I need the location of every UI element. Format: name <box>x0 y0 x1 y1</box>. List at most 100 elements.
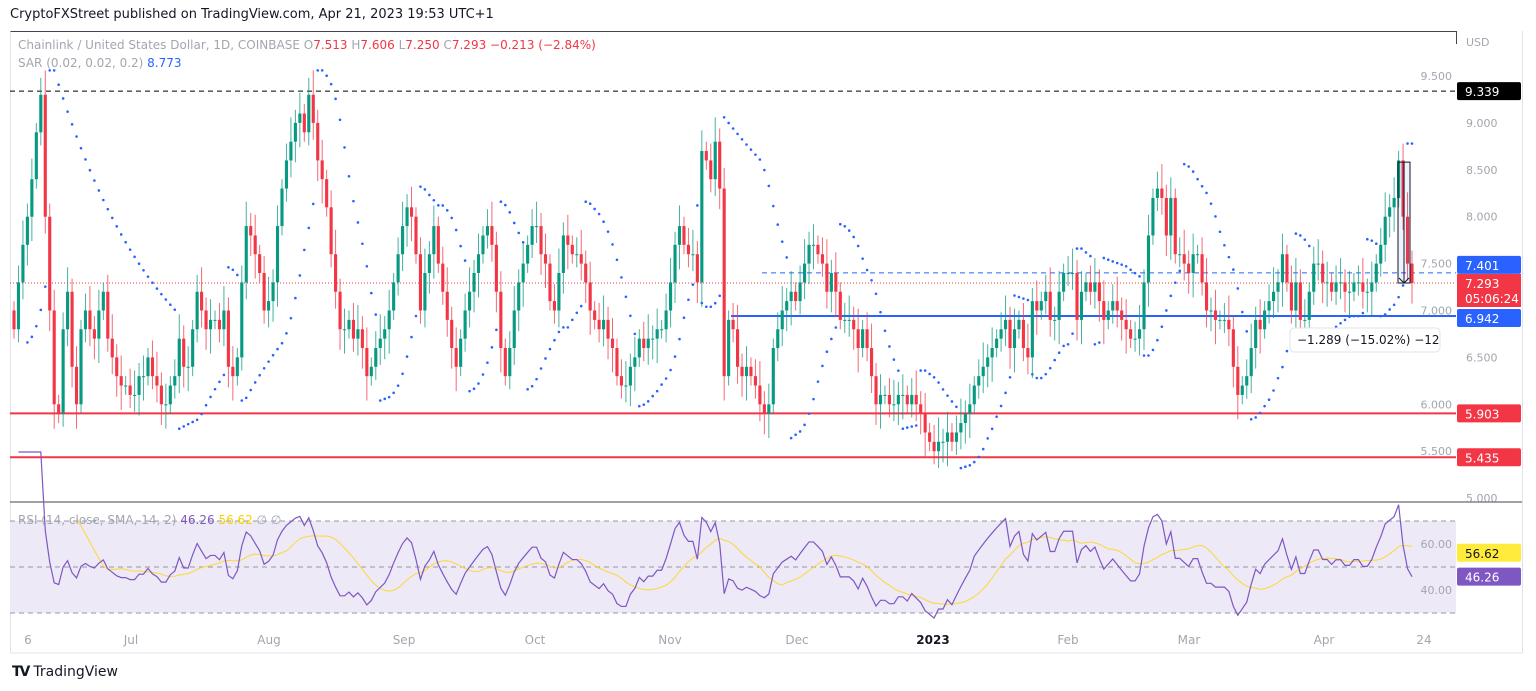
candle-body <box>914 394 918 405</box>
sar-dot <box>512 221 516 225</box>
sar-dot <box>1223 243 1226 247</box>
sar-dot <box>437 204 440 207</box>
sar-dot <box>879 310 882 314</box>
candle-body <box>1017 319 1021 330</box>
time-tick: Aug <box>257 633 280 647</box>
sar-dot <box>48 69 52 72</box>
candle-body <box>1249 348 1253 377</box>
price-tick: 7.500 <box>1421 258 1453 271</box>
candle-body <box>459 338 463 367</box>
sar-dot <box>329 82 333 86</box>
sar-dot <box>338 118 342 122</box>
candle-body <box>316 122 320 161</box>
candle-body <box>878 394 883 405</box>
sar-dot <box>499 200 503 203</box>
candle-body <box>1111 301 1115 311</box>
candle-body <box>374 348 378 367</box>
sar-dot <box>1156 338 1159 342</box>
candle-body <box>521 263 525 283</box>
sar-dot <box>182 425 186 428</box>
sar-dot <box>352 199 355 203</box>
sar-dot <box>79 146 83 150</box>
sar-dot <box>1366 237 1369 241</box>
candle-body <box>794 291 798 302</box>
sar-dot <box>1214 215 1217 218</box>
candle-body <box>847 319 851 321</box>
close-value: 7.293 <box>451 38 487 52</box>
candle-body <box>1169 197 1173 236</box>
sar-dot <box>843 225 847 228</box>
sar-dot <box>937 381 940 384</box>
sar-dot <box>240 399 244 402</box>
symbol-legend[interactable]: Chainlink / United States Dollar, 1D, CO… <box>18 38 596 52</box>
sar-dot <box>1254 416 1257 419</box>
candle-body <box>642 338 646 349</box>
chart-frame <box>10 31 1457 652</box>
sar-dot <box>414 314 418 318</box>
candle-body <box>351 319 356 339</box>
sar-dot <box>1218 230 1222 234</box>
sar-dot <box>43 285 47 288</box>
sar-dot <box>262 366 266 370</box>
candle-body <box>271 282 275 302</box>
rsi-tick: 60.00 <box>1421 538 1453 551</box>
level-badge-bg <box>1457 404 1521 423</box>
sar-dot <box>669 368 672 372</box>
candle-body <box>284 160 289 189</box>
candle-body <box>615 348 619 377</box>
candle-body <box>990 348 994 358</box>
candle-body <box>1231 329 1235 367</box>
level-badge-bg <box>1457 255 1521 274</box>
rsi-line <box>18 451 1413 619</box>
sar-dot <box>1410 142 1414 145</box>
candle-body <box>115 357 119 377</box>
candle-body <box>1106 310 1110 320</box>
sar-dot <box>361 242 364 246</box>
sar-dot <box>1334 325 1338 329</box>
sar-dot <box>450 216 454 220</box>
candle-body <box>191 329 195 367</box>
sar-dot <box>1249 418 1253 421</box>
sar-dot <box>1339 321 1342 325</box>
sar-dot <box>1343 318 1347 322</box>
sar-dot <box>1084 251 1088 254</box>
rsi-legend[interactable]: RSI (14, close, SMA, 14, 2) 46.26 56.62 … <box>18 513 281 527</box>
candle-body <box>543 254 548 264</box>
sar-dot <box>57 83 60 87</box>
sar-dot <box>651 394 655 398</box>
sar-dot <box>258 373 261 377</box>
sar-dot <box>231 268 235 272</box>
candle-body <box>977 376 981 386</box>
sar-legend[interactable]: SAR (0.02, 0.02, 0.2) 8.773 <box>18 56 182 70</box>
sar-dot <box>1138 275 1141 278</box>
time-tick: 24 <box>1416 633 1431 647</box>
candle-body <box>798 282 802 302</box>
sar-dot <box>294 296 297 300</box>
sar-dot <box>803 423 806 427</box>
tradingview-logo[interactable]: TV TradingView <box>12 664 118 680</box>
candle-body <box>1137 329 1142 339</box>
sar-dot <box>1299 234 1302 237</box>
candle-body <box>1316 263 1320 265</box>
candle-body <box>789 291 793 302</box>
sar-dot <box>200 412 203 416</box>
candle-body <box>1405 216 1410 264</box>
level-badge: 6.942 <box>1465 312 1499 326</box>
candle-body <box>677 226 682 245</box>
sar-dot <box>1080 247 1083 250</box>
candle-body <box>365 348 369 377</box>
candle-body <box>1245 376 1249 386</box>
candle-body <box>1164 197 1168 236</box>
candle-body <box>79 329 83 405</box>
sar-dot <box>115 225 119 228</box>
sar-dot <box>30 335 34 339</box>
sar-dot <box>588 202 592 206</box>
sar-dot <box>874 292 878 296</box>
sar-dot <box>633 332 637 336</box>
candle-body <box>566 235 570 245</box>
candle-body <box>1129 329 1133 339</box>
candle-body <box>722 188 726 377</box>
candle-body <box>222 310 226 330</box>
candle-body <box>432 226 436 255</box>
